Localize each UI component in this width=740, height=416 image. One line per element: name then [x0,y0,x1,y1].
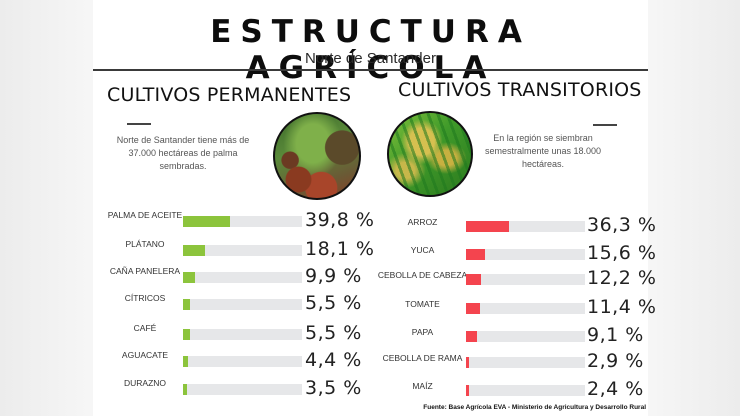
bar-label: CAFÉ [133,323,157,333]
bar-value: 5,5 % [305,292,362,314]
bar-value: 9,1 % [587,324,644,346]
bar-track [466,303,585,314]
bar-label: YUCA [410,245,435,255]
bar-value: 39,8 % [305,209,375,231]
bar-track [183,216,302,227]
bar-label: CÍTRICOS [124,293,166,303]
bar-track [466,385,585,396]
source-note: Fuente: Base Agrícola EVA - Ministerio d… [423,404,646,411]
bar-label: MAÍZ [412,381,433,391]
bar-track [183,245,302,256]
bar-label: PALMA DE ACEITE [107,210,183,220]
infographic-card: ESTRUCTURA AGRÍCOLA Norte de Santander C… [93,0,656,416]
page-subtitle: Norte de Santander [305,50,436,67]
bar-fill [466,274,481,285]
blurb-transitorios: En la región se siembran semestralmente … [484,133,602,169]
rice-plant-photo-icon [387,111,473,197]
bar-label: ARROZ [407,217,438,227]
header-divider [93,69,648,71]
bar-label: CEBOLLA DE RAMA [382,353,463,363]
bar-label: DURAZNO [123,378,167,388]
bar-fill [466,249,485,260]
page-title: ESTRUCTURA AGRÍCOLA [210,14,531,86]
bar-fill [466,303,480,314]
bar-track [183,384,302,395]
bar-fill [183,384,187,395]
bar-label: TOMATE [405,299,440,309]
bar-track [183,356,302,367]
bar-fill [466,385,469,396]
bar-value: 11,4 % [587,296,657,318]
section-title-transitorios: CULTIVOS TRANSITORIOS [398,79,642,101]
bar-value: 36,3 % [587,214,657,236]
bar-track [466,249,585,260]
bar-track [466,274,585,285]
bar-value: 18,1 % [305,238,375,260]
oil-palm-photo-icon [273,112,361,200]
bar-label: PAPA [411,327,434,337]
bar-label: CAÑA PANELERA [109,266,181,276]
bar-fill [183,216,230,227]
bar-track [466,221,585,232]
bar-fill [466,357,469,368]
bar-value: 12,2 % [587,267,657,289]
bar-fill [183,299,190,310]
blurb-permanentes: Norte de Santander tiene más de 37.000 h… [116,135,250,171]
bar-fill [466,221,509,232]
bar-track [466,357,585,368]
bar-fill [183,245,205,256]
bar-fill [183,356,188,367]
bar-track [183,329,302,340]
bar-value: 5,5 % [305,322,362,344]
bar-track [183,299,302,310]
bar-value: 2,4 % [587,378,644,400]
bar-value: 3,5 % [305,377,362,399]
decorative-dash [127,123,151,125]
bar-value: 4,4 % [305,349,362,371]
section-title-permanentes: CULTIVOS PERMANENTES [107,84,352,106]
bar-label: CEBOLLA DE CABEZA [377,270,468,280]
bar-fill [183,272,195,283]
bar-label: PLÁTANO [125,239,165,249]
bar-value: 15,6 % [587,242,657,264]
bar-fill [183,329,190,340]
decorative-dash [593,124,617,126]
bar-track [183,272,302,283]
bar-fill [466,331,477,342]
bar-value: 2,9 % [587,350,644,372]
bar-label: AGUACATE [121,350,169,360]
bar-track [466,331,585,342]
bar-value: 9,9 % [305,265,362,287]
